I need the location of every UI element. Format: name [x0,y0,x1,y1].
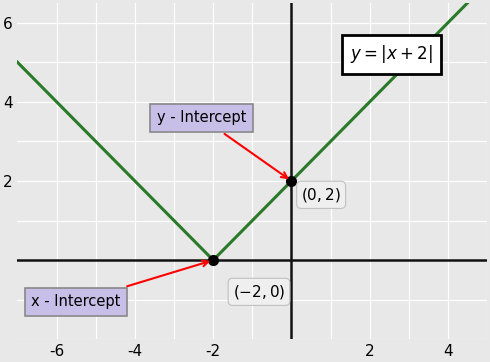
Text: $y = |x + 2|$: $y = |x + 2|$ [350,43,433,65]
Text: x - Intercept: x - Intercept [31,261,208,309]
Text: $(-2, 0)$: $(-2, 0)$ [233,283,285,301]
Text: y - Intercept: y - Intercept [157,110,287,178]
Text: $(0, 2)$: $(0, 2)$ [301,186,341,204]
